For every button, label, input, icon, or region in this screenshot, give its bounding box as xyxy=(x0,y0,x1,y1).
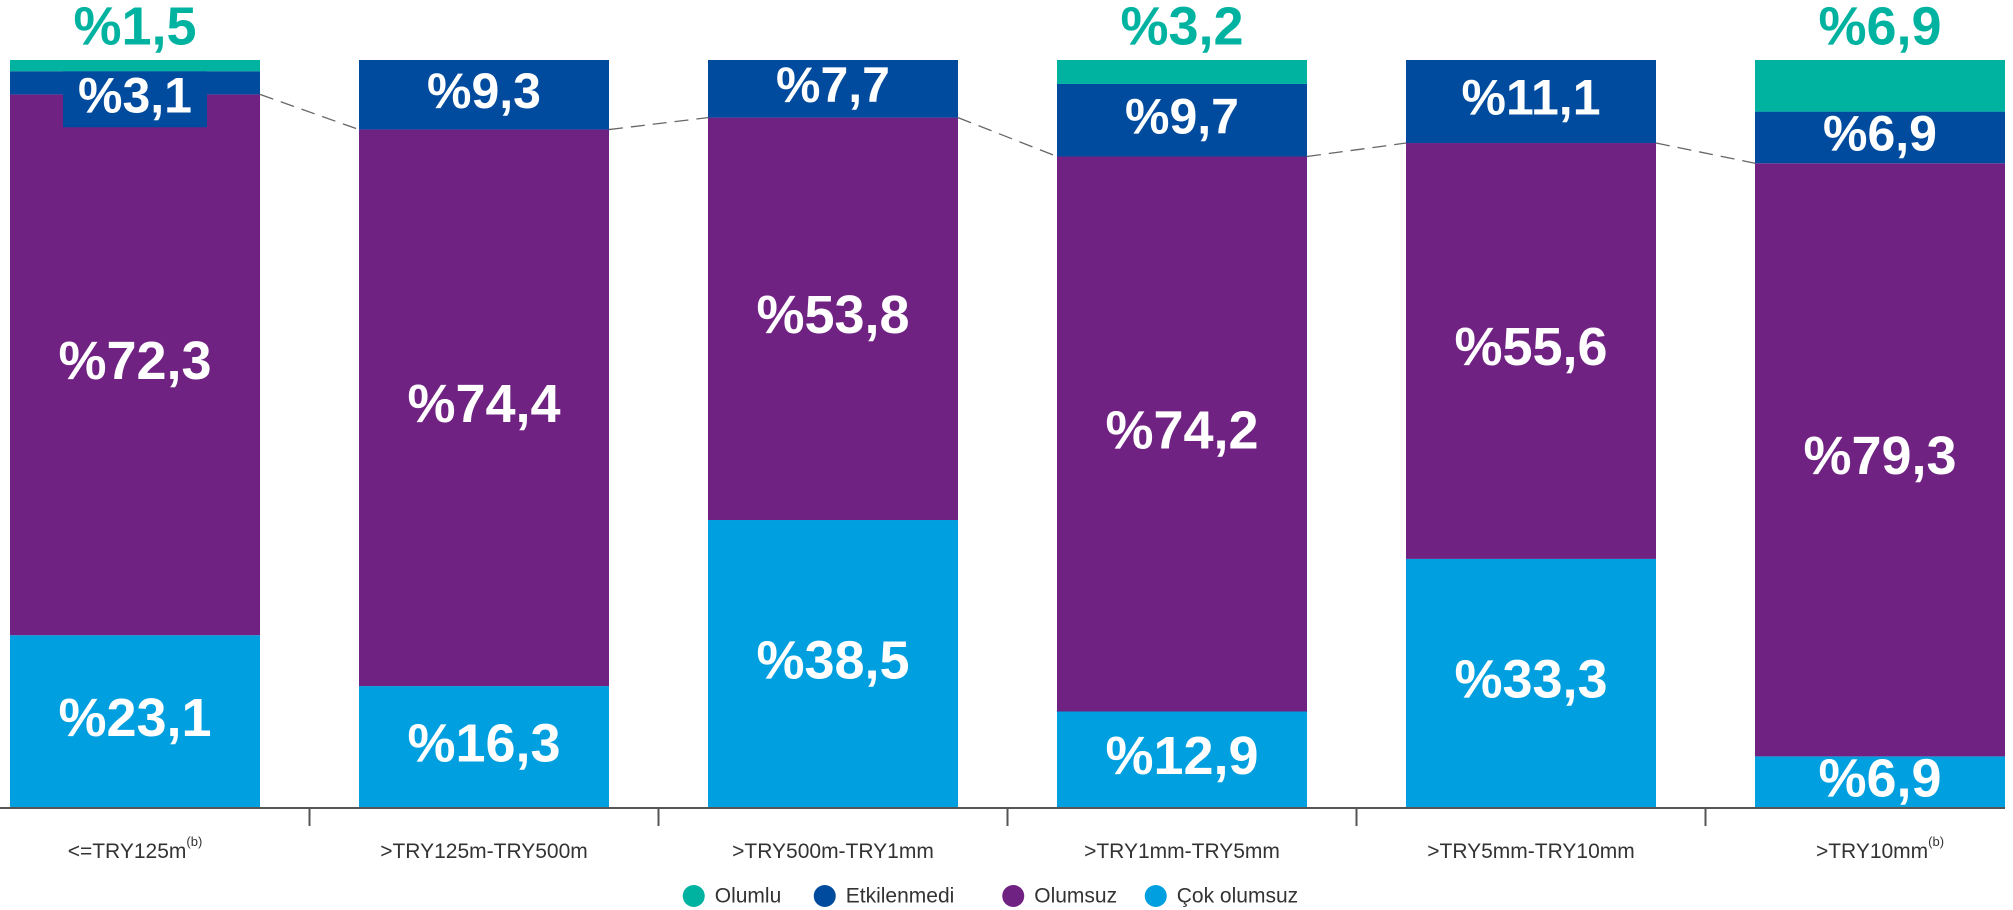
x-tick-label: >TRY10mm(b) xyxy=(1816,834,1944,862)
bar-segment xyxy=(10,94,260,636)
category-name: >TRY125m-TRY500m xyxy=(380,840,588,863)
bar-segment xyxy=(1406,143,1656,559)
value-label: %6,9 xyxy=(1818,0,1941,56)
category-note: (b) xyxy=(186,834,202,849)
connector-line xyxy=(1306,142,1407,158)
connector-line xyxy=(957,116,1058,158)
value-label: %74,4 xyxy=(407,374,560,434)
legend-label: Etkilenmedi xyxy=(846,885,955,908)
x-tick-label: >TRY5mm-TRY10mm xyxy=(1427,840,1635,863)
value-label: %3,1 xyxy=(78,67,192,123)
bar-segment xyxy=(708,520,958,808)
value-label: %38,5 xyxy=(756,630,909,690)
value-label: %3,2 xyxy=(1120,0,1243,56)
value-label: %9,3 xyxy=(427,63,541,119)
bar-segment xyxy=(10,635,260,808)
bar-segment xyxy=(1057,156,1307,712)
legend-marker xyxy=(682,885,705,907)
value-label: %23,1 xyxy=(58,688,211,748)
legend-marker xyxy=(813,885,836,907)
category-name: >TRY10mm xyxy=(1816,840,1928,863)
connector-line xyxy=(1655,142,1756,164)
bar-segment xyxy=(1057,60,1307,84)
value-label: %53,8 xyxy=(756,285,909,345)
label-background xyxy=(63,71,207,128)
bar-segment xyxy=(359,60,609,130)
bar-segment xyxy=(359,129,609,687)
legend-label: Çok olumsuz xyxy=(1177,885,1298,908)
value-label: %72,3 xyxy=(58,331,211,391)
bar-segment xyxy=(1057,83,1307,157)
legend-marker xyxy=(1144,885,1167,907)
bar-segment xyxy=(708,117,958,521)
value-label: %7,7 xyxy=(776,57,890,113)
bar-segment xyxy=(1755,60,2005,112)
value-label: %74,2 xyxy=(1105,400,1258,460)
bar-segment xyxy=(1755,756,2005,808)
x-tick-label: <=TRY125m(b) xyxy=(68,834,203,862)
value-label: %79,3 xyxy=(1803,426,1956,486)
value-label: %11,1 xyxy=(1461,70,1600,126)
x-tick-label: >TRY125m-TRY500m xyxy=(380,840,588,863)
category-note: (b) xyxy=(1928,834,1944,849)
bar-segment xyxy=(708,60,958,118)
value-label: %6,9 xyxy=(1818,748,1941,808)
value-label: %9,7 xyxy=(1125,88,1239,144)
connector-line xyxy=(608,116,709,131)
value-label: %1,5 xyxy=(73,0,196,56)
bar-segment xyxy=(359,686,609,808)
category-name: >TRY500m-TRY1mm xyxy=(732,840,934,863)
category-name: >TRY5mm-TRY10mm xyxy=(1427,840,1635,863)
value-label: %16,3 xyxy=(407,713,560,773)
value-label: %33,3 xyxy=(1454,650,1607,710)
bar-segment xyxy=(1406,60,1656,144)
legend-label: Olumsuz xyxy=(1034,885,1117,908)
bar-segment xyxy=(1755,163,2005,757)
bar-segment xyxy=(10,60,260,72)
legend-marker xyxy=(1002,885,1025,907)
x-tick-label: >TRY1mm-TRY5mm xyxy=(1084,840,1280,863)
x-tick-label: >TRY500m-TRY1mm xyxy=(732,840,934,863)
value-label: %55,6 xyxy=(1454,317,1607,377)
legend-label: Olumlu xyxy=(715,885,782,908)
bar-segment xyxy=(1755,111,2005,164)
bar-segment xyxy=(1057,711,1307,808)
connector-line xyxy=(259,93,360,131)
bar-segment xyxy=(1406,558,1656,808)
value-label: %12,9 xyxy=(1105,726,1258,786)
value-label: %6,9 xyxy=(1823,106,1937,162)
category-name: <=TRY125m xyxy=(68,840,187,863)
category-name: >TRY1mm-TRY5mm xyxy=(1084,840,1280,863)
